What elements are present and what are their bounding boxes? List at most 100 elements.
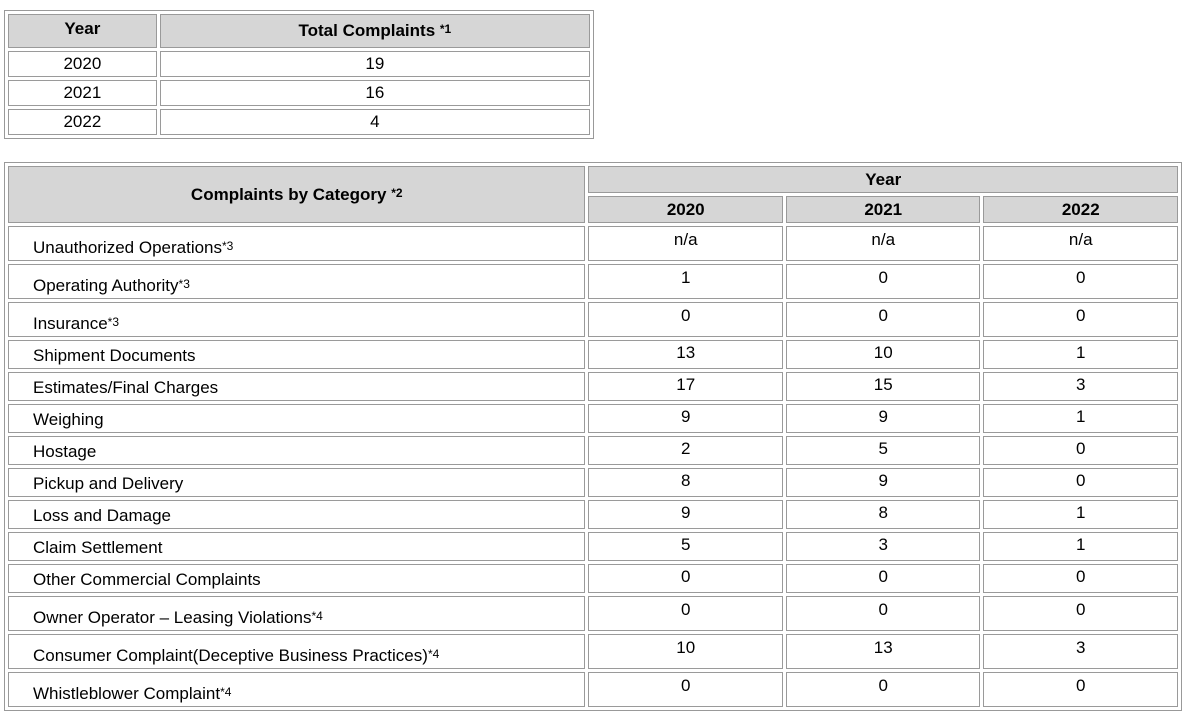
value-cell: 8 [785, 500, 981, 529]
value-cell: 0 [983, 264, 1178, 299]
footnote-marker: *1 [439, 22, 452, 36]
year-cell: 2021 [8, 80, 157, 106]
value-cell: 0 [785, 302, 981, 337]
value-cell: 0 [983, 596, 1178, 631]
value-cell: 0 [983, 468, 1178, 497]
total-complaints-table: Year Total Complaints *1 2020 19 2021 16… [4, 10, 594, 139]
table-row: Estimates/Final Charges 17 15 3 [8, 372, 1178, 401]
value-cell: 13 [785, 634, 981, 669]
value-cell: 9 [588, 404, 783, 433]
table-row: Consumer Complaint(Deceptive Business Pr… [8, 634, 1178, 669]
table-row: Claim Settlement 5 3 1 [8, 532, 1178, 561]
year-cell: 2022 [8, 109, 157, 135]
year-column-header: 2022 [983, 196, 1178, 223]
footnote-marker: *4 [427, 647, 440, 661]
value-cell: 0 [785, 672, 981, 707]
value-cell: 1 [588, 264, 783, 299]
table-row: Whistleblower Complaint*4 0 0 0 [8, 672, 1178, 707]
value-cell: 1 [983, 500, 1178, 529]
value-cell: 1 [983, 340, 1178, 369]
category-header: Complaints by Category *2 [8, 166, 586, 223]
total-cell: 19 [159, 51, 590, 77]
complaints-by-category-table: Complaints by Category *2 Year 2020 2021… [4, 162, 1182, 711]
value-cell: 0 [785, 264, 981, 299]
value-cell: 0 [983, 564, 1178, 593]
footnote-marker: *3 [178, 277, 190, 291]
total-cell: 16 [159, 80, 590, 106]
value-cell: 0 [588, 672, 783, 707]
value-cell: 0 [983, 302, 1178, 337]
table-header-row: Complaints by Category *2 Year [8, 166, 1178, 223]
footnote-marker: *3 [222, 239, 234, 253]
value-cell: 9 [785, 404, 981, 433]
category-label: Pickup and Delivery [8, 468, 586, 497]
year-column-header: 2020 [588, 196, 783, 223]
value-cell: 3 [785, 532, 981, 561]
value-cell: 8 [588, 468, 783, 497]
value-cell: 15 [785, 372, 981, 401]
category-label: Unauthorized Operations*3 [8, 226, 586, 261]
category-label: Other Commercial Complaints [8, 564, 586, 593]
category-label: Whistleblower Complaint*4 [8, 672, 586, 707]
table-row: Unauthorized Operations*3 n/a n/a n/a [8, 226, 1178, 261]
value-cell: 13 [588, 340, 783, 369]
value-cell: 10 [588, 634, 783, 669]
year-group-header: Year [588, 166, 1178, 193]
value-cell: 0 [785, 564, 981, 593]
table-row: Insurance*3 0 0 0 [8, 302, 1178, 337]
category-label: Insurance*3 [8, 302, 586, 337]
category-label: Claim Settlement [8, 532, 586, 561]
footnote-marker: *3 [107, 315, 120, 329]
category-label: Owner Operator – Leasing Violations*4 [8, 596, 586, 631]
value-cell: 0 [983, 436, 1178, 465]
value-cell: 0 [785, 596, 981, 631]
table-row: 2021 16 [8, 80, 590, 106]
category-label: Estimates/Final Charges [8, 372, 586, 401]
table-row: Operating Authority*3 1 0 0 [8, 264, 1178, 299]
category-label: Loss and Damage [8, 500, 586, 529]
value-cell: 0 [588, 302, 783, 337]
footnote-marker: *4 [220, 685, 232, 699]
table-row: Hostage 2 5 0 [8, 436, 1178, 465]
footnote-marker: *4 [311, 609, 323, 623]
value-cell: 0 [983, 672, 1178, 707]
table-header-row: 2020 2021 2022 [8, 196, 1178, 223]
value-cell: 3 [983, 634, 1178, 669]
category-label: Consumer Complaint(Deceptive Business Pr… [8, 634, 586, 669]
table-row: Weighing 9 9 1 [8, 404, 1178, 433]
table-header-row: Year Total Complaints *1 [8, 14, 590, 48]
table-row: Owner Operator – Leasing Violations*4 0 0 0 [8, 596, 1178, 631]
year-header: Year [8, 14, 157, 48]
value-cell: n/a [983, 226, 1178, 261]
total-cell: 4 [159, 109, 590, 135]
table-row: Other Commercial Complaints 0 0 0 [8, 564, 1178, 593]
value-cell: n/a [785, 226, 981, 261]
value-cell: 2 [588, 436, 783, 465]
category-label: Hostage [8, 436, 586, 465]
table-row: Shipment Documents 13 10 1 [8, 340, 1178, 369]
value-cell: 0 [588, 564, 783, 593]
value-cell: 5 [588, 532, 783, 561]
footnote-marker: *2 [391, 185, 403, 200]
value-cell: 1 [983, 404, 1178, 433]
category-label: Weighing [8, 404, 586, 433]
table-row: Pickup and Delivery 8 9 0 [8, 468, 1178, 497]
table-row: 2020 19 [8, 51, 590, 77]
year-cell: 2020 [8, 51, 157, 77]
category-label: Shipment Documents [8, 340, 586, 369]
value-cell: 17 [588, 372, 783, 401]
value-cell: 1 [983, 532, 1178, 561]
value-cell: 0 [588, 596, 783, 631]
total-complaints-header: Total Complaints *1 [159, 14, 590, 48]
table-row: 2022 4 [8, 109, 590, 135]
value-cell: n/a [588, 226, 783, 261]
table-row: Loss and Damage 9 8 1 [8, 500, 1178, 529]
category-rows: Unauthorized Operations*3 n/a n/a n/a Operat… [8, 226, 1178, 707]
value-cell: 5 [785, 436, 981, 465]
value-cell: 9 [588, 500, 783, 529]
value-cell: 10 [785, 340, 981, 369]
value-cell: 3 [983, 372, 1178, 401]
value-cell: 9 [785, 468, 981, 497]
category-label: Operating Authority*3 [8, 264, 586, 299]
year-column-header: 2021 [785, 196, 981, 223]
